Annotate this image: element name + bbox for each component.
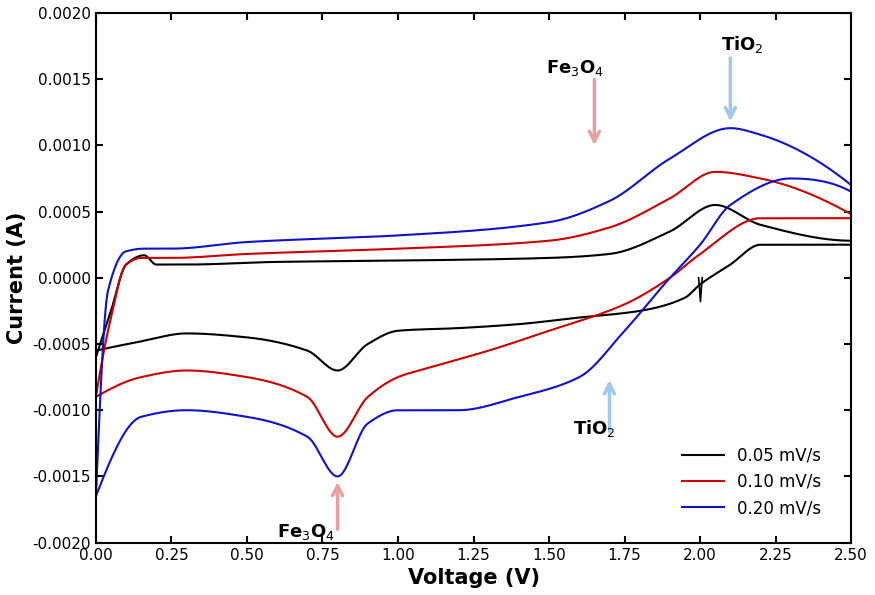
0.20 mV/s	[685, 142, 696, 149]
0.20 mV/s	[91, 493, 102, 500]
Text: TiO$_2$: TiO$_2$	[721, 34, 764, 55]
Line: 0.05 mV/s: 0.05 mV/s	[96, 205, 851, 357]
0.05 mV/s	[91, 353, 102, 361]
0.05 mV/s	[458, 256, 468, 264]
X-axis label: Voltage (V): Voltage (V)	[408, 568, 540, 588]
0.10 mV/s	[458, 243, 468, 250]
0.10 mV/s	[824, 199, 835, 206]
Text: Fe$_3$O$_4$: Fe$_3$O$_4$	[277, 522, 335, 542]
0.05 mV/s	[438, 256, 448, 264]
0.20 mV/s	[846, 181, 857, 189]
0.10 mV/s	[685, 180, 696, 187]
0.05 mV/s	[824, 236, 835, 243]
0.20 mV/s	[438, 229, 448, 236]
0.10 mV/s	[438, 243, 448, 250]
Text: Fe$_3$O$_4$: Fe$_3$O$_4$	[546, 58, 604, 77]
0.05 mV/s	[710, 201, 720, 208]
0.10 mV/s	[91, 393, 102, 400]
0.10 mV/s	[846, 211, 857, 218]
0.10 mV/s	[130, 256, 140, 263]
0.05 mV/s	[130, 255, 140, 262]
Y-axis label: Current (A): Current (A)	[7, 212, 27, 344]
Line: 0.10 mV/s: 0.10 mV/s	[96, 172, 851, 397]
0.10 mV/s	[824, 199, 835, 206]
Text: TiO$_2$: TiO$_2$	[573, 418, 616, 439]
0.05 mV/s	[685, 214, 696, 221]
0.05 mV/s	[824, 236, 835, 243]
0.10 mV/s	[710, 168, 720, 176]
0.20 mV/s	[458, 228, 468, 235]
0.20 mV/s	[725, 124, 736, 131]
0.20 mV/s	[824, 165, 835, 173]
Legend: 0.05 mV/s, 0.10 mV/s, 0.20 mV/s: 0.05 mV/s, 0.10 mV/s, 0.20 mV/s	[676, 440, 828, 524]
0.20 mV/s	[130, 246, 140, 253]
Line: 0.20 mV/s: 0.20 mV/s	[96, 128, 851, 496]
0.05 mV/s	[846, 237, 857, 245]
0.20 mV/s	[824, 165, 835, 173]
